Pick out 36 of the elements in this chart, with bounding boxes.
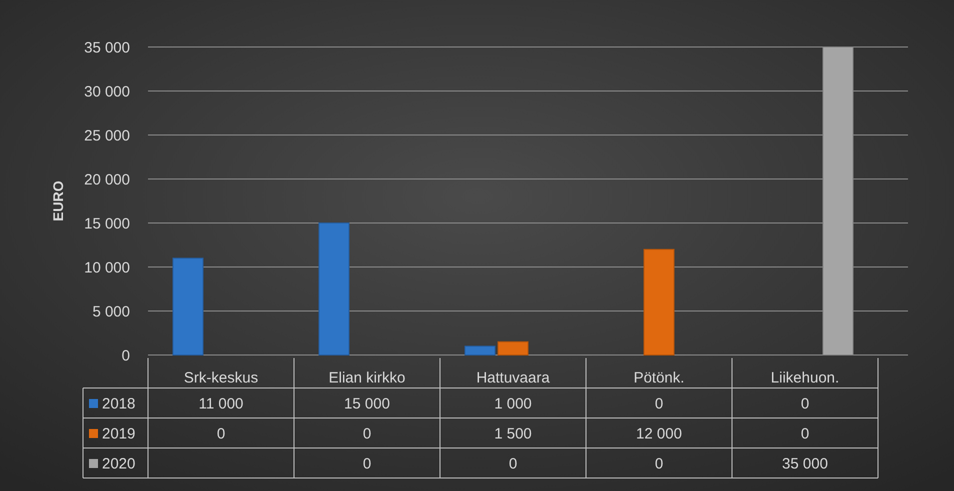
y-tick-label: 0 — [122, 347, 130, 364]
x-tick-label: Srk-keskus — [184, 369, 258, 386]
y-tick-label: 25 000 — [84, 127, 130, 144]
y-tick-label: 5 000 — [92, 303, 130, 320]
x-tick-label: Pötönk. — [634, 369, 684, 386]
bar — [644, 248, 674, 356]
data-label: 0 — [508, 455, 518, 472]
legend-label: 2020 — [102, 455, 136, 472]
data-label: 0 — [362, 455, 372, 472]
data-label: 0 — [800, 395, 810, 412]
y-tick-label: 15 000 — [84, 215, 130, 232]
y-tick-label: 10 000 — [84, 259, 130, 276]
data-label: 0 — [654, 395, 664, 412]
bar — [172, 258, 204, 356]
data-label: 0 — [800, 425, 810, 442]
y-axis-title: EURO — [50, 180, 66, 222]
bar — [498, 341, 528, 356]
legend-label: 2018 — [102, 395, 136, 412]
data-label: 1 500 — [494, 425, 532, 442]
bar — [318, 222, 350, 356]
data-label: 0 — [362, 425, 372, 442]
bar — [464, 346, 496, 356]
data-label: 0 — [216, 425, 226, 442]
y-tick-label: 35 000 — [84, 39, 130, 56]
y-tick-label: 30 000 — [84, 83, 130, 100]
data-label: 35 000 — [782, 455, 828, 472]
data-label: 11 000 — [198, 395, 244, 412]
data-label: 0 — [654, 455, 664, 472]
x-tick-label: Elian kirkko — [328, 369, 406, 386]
y-tick-label: 20 000 — [84, 171, 130, 188]
x-tick-label: Hattuvaara — [476, 369, 550, 386]
data-label: 12 000 — [636, 425, 682, 442]
legend-label: 2019 — [102, 425, 136, 442]
data-label: 1 000 — [494, 395, 532, 412]
data-label: 15 000 — [344, 395, 390, 412]
x-tick-label: Liikehuon. — [770, 369, 840, 386]
